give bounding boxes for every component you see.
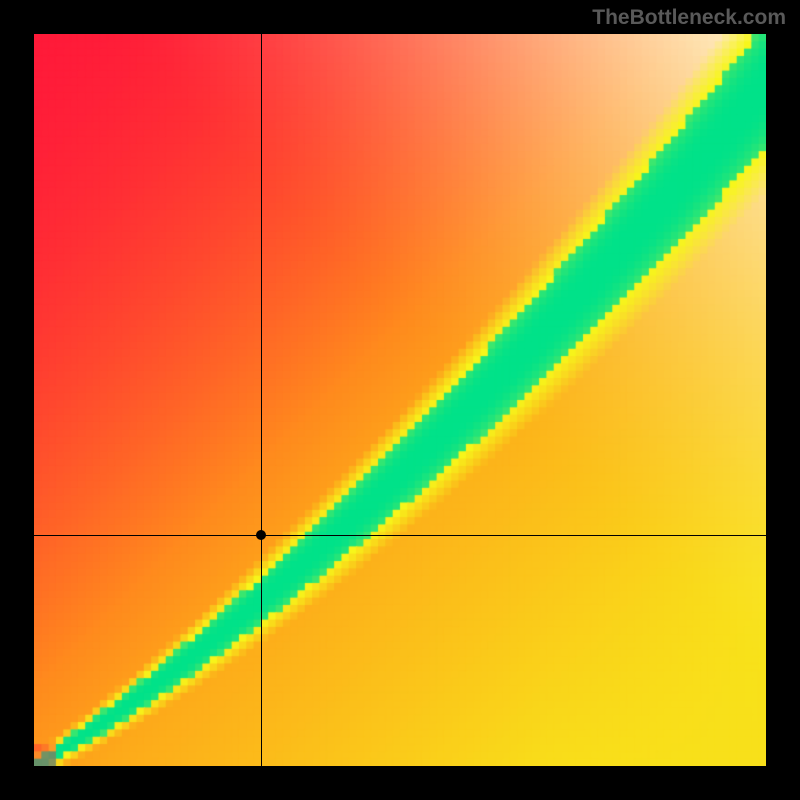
watermark-text: TheBottleneck.com <box>592 6 786 30</box>
chart-container: TheBottleneck.com <box>0 0 800 800</box>
crosshair-horizontal <box>34 535 766 536</box>
heatmap-canvas <box>34 34 766 766</box>
crosshair-vertical <box>261 34 262 766</box>
crosshair-marker <box>256 530 266 540</box>
plot-area <box>34 34 766 766</box>
